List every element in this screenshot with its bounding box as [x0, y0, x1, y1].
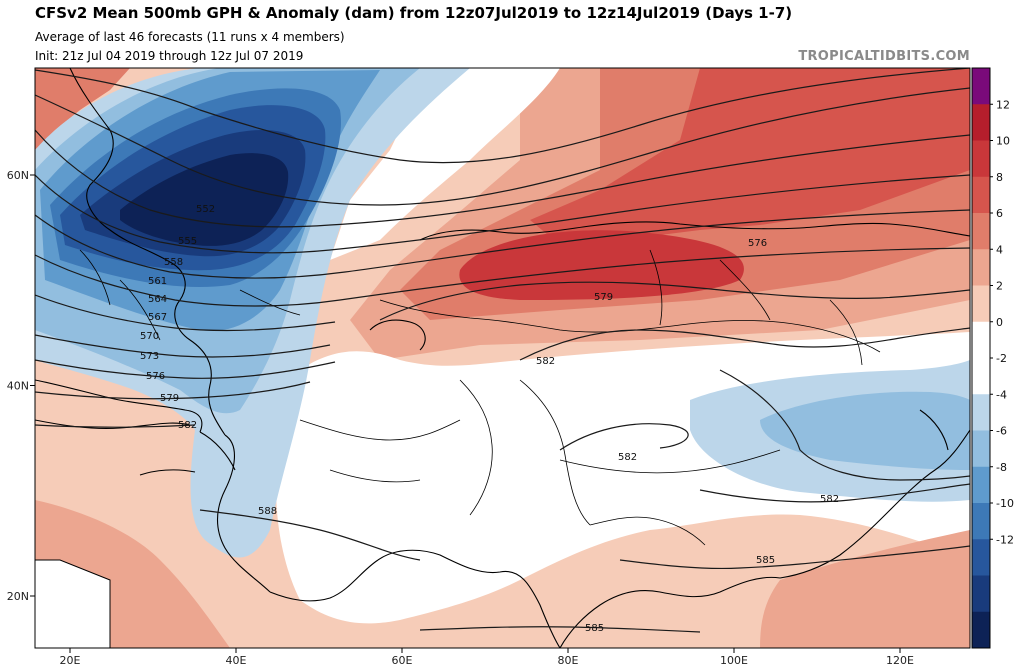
colorbar-bin	[972, 321, 990, 359]
contour-label: 585	[585, 623, 604, 634]
country-borders	[79, 249, 881, 546]
colorbar-bin	[972, 285, 990, 323]
colorbar-label: -4	[996, 388, 1007, 401]
map-subtitle-init: Init: 21z Jul 04 2019 through 12z Jul 07…	[35, 49, 304, 63]
africa-white-patch	[35, 559, 111, 648]
colorbar-labels: 12 10 8 6 4 2 0 -2 -4 -6 -8 -10 -12	[990, 98, 1014, 546]
warm-anomaly-nw	[35, 68, 130, 150]
contour-labels-south: 582 582 588 585 585	[258, 452, 839, 634]
coastlines	[35, 68, 970, 648]
colorbar-bin	[972, 430, 990, 468]
contour-label: 582	[820, 494, 839, 505]
colorbar-label: 12	[996, 98, 1010, 111]
colorbar-label: 10	[996, 135, 1010, 148]
contour-label: 564	[148, 294, 167, 305]
colorbar-label: -8	[996, 461, 1007, 474]
longitude-label: 100E	[720, 654, 748, 667]
contour-labels-east: 576 579 582	[536, 238, 767, 367]
contour-label: 579	[594, 292, 613, 303]
longitude-axis: 20E 40E 60E 80E 100E 120E	[60, 648, 914, 667]
contour-label: 576	[146, 371, 165, 382]
colorbar-bin	[972, 575, 990, 613]
map-panel: 552 555 558 561 564 567 570 573 576 579 …	[35, 68, 970, 648]
colorbar-label: -10	[996, 497, 1014, 510]
colorbar-label: 8	[996, 171, 1003, 184]
colorbar-bin	[972, 140, 990, 178]
colorbar-bin	[972, 503, 990, 540]
contour-label: 567	[148, 312, 167, 323]
colorbar-bin	[972, 358, 990, 395]
map-title: CFSv2 Mean 500mb GPH & Anomaly (dam) fro…	[35, 4, 793, 22]
contour-label: 573	[140, 351, 159, 362]
height-contours	[35, 68, 970, 633]
colorbar-label: -12	[996, 533, 1014, 546]
cool-anomaly-east-core	[760, 391, 970, 470]
longitude-label: 20E	[60, 654, 81, 667]
colorbar-bin	[972, 176, 990, 214]
colorbar-label: 0	[996, 316, 1003, 329]
colorbar-bin	[972, 539, 990, 576]
contour-label: 585	[756, 555, 775, 566]
colorbar-bin	[972, 213, 990, 250]
contour-label: 582	[178, 420, 197, 431]
colorbar-bin	[972, 104, 990, 141]
colorbar-label: -2	[996, 352, 1007, 365]
warm-anomaly-core-2	[530, 68, 970, 245]
contour-label: 555	[178, 236, 197, 247]
contour-labels-north: 552 555 558 561 564 567 570 573 576 579 …	[140, 204, 215, 431]
contour-label: 576	[748, 238, 767, 249]
contour-label: 570	[140, 331, 159, 342]
colorbar	[971, 67, 991, 649]
contour-label: 558	[164, 257, 183, 268]
map-subtitle-forecasts: Average of last 46 forecasts (11 runs x …	[35, 30, 345, 44]
colorbar-bin	[972, 611, 990, 649]
colorbar-label: 4	[996, 243, 1003, 256]
contour-label: 582	[618, 452, 637, 463]
warm-anomaly-core-3	[459, 230, 744, 300]
warm-anomaly-south-east	[760, 530, 970, 648]
latitude-label: 20N	[7, 590, 29, 603]
latitude-label: 60N	[7, 169, 29, 182]
contour-label: 561	[148, 276, 167, 287]
neutral-band-west	[330, 68, 560, 260]
colorbar-bin	[972, 249, 990, 286]
longitude-label: 60E	[392, 654, 413, 667]
colorbar-label: -6	[996, 425, 1007, 438]
colorbar-label: 6	[996, 207, 1003, 220]
cool-anomaly-europe-core	[120, 153, 289, 246]
colorbar-label: 2	[996, 280, 1003, 293]
colorbar-bin	[972, 68, 990, 105]
longitude-label: 80E	[558, 654, 579, 667]
contour-label: 579	[160, 393, 179, 404]
colorbar-bin	[972, 466, 990, 504]
colorbar-bin	[972, 394, 990, 431]
map-frame	[34, 67, 971, 649]
longitude-label: 40E	[226, 654, 247, 667]
longitude-label: 120E	[886, 654, 914, 667]
brand-watermark: TROPICALTIDBITS.COM	[798, 49, 970, 64]
contour-label: 582	[536, 356, 555, 367]
latitude-axis: 60N 40N 20N	[7, 169, 35, 603]
contour-label: 552	[196, 204, 215, 215]
contour-label: 588	[258, 506, 277, 517]
latitude-label: 40N	[7, 380, 29, 393]
